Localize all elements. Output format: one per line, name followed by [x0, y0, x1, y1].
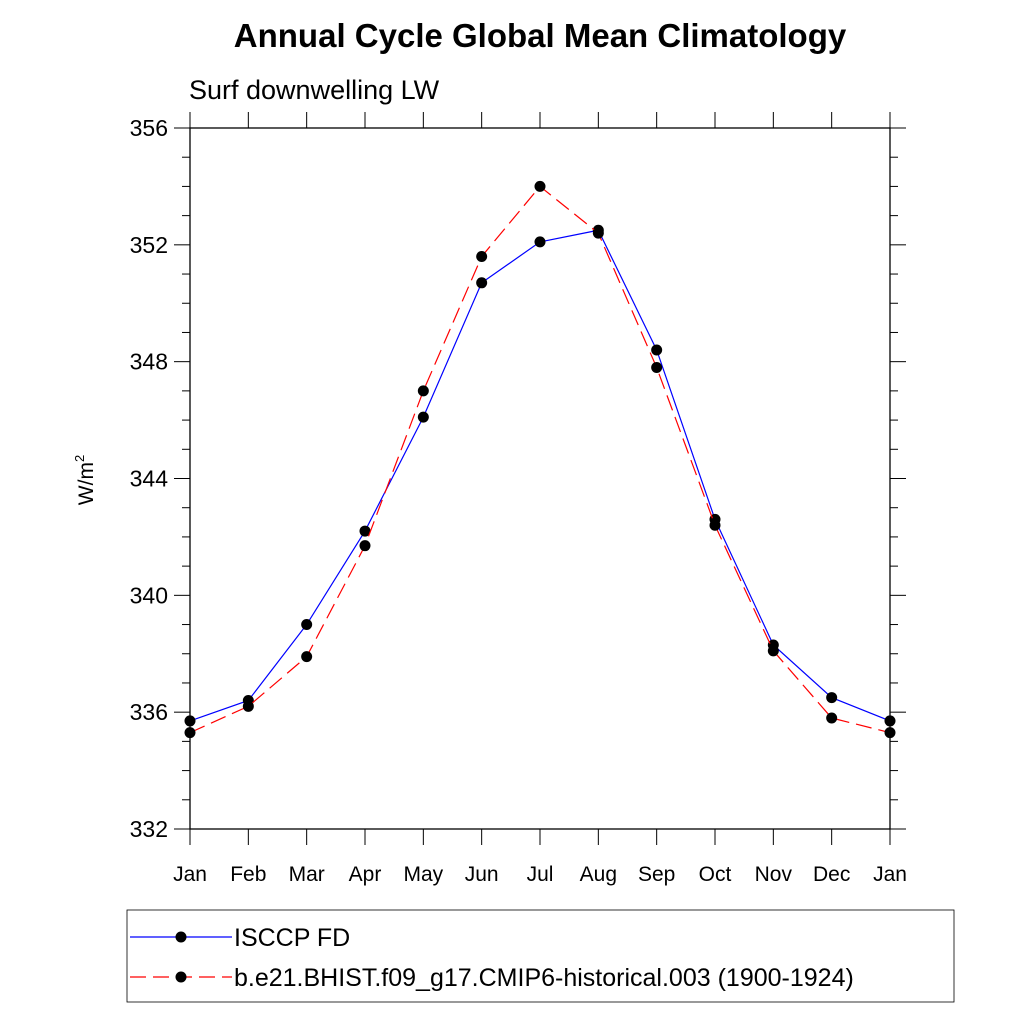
x-tick-label: Jan	[873, 863, 907, 886]
legend-label-1: ISCCP FD	[234, 924, 350, 952]
plot-axes: 332 336 340 344 348 352 356 Jan Feb Mar Apr May Jun J…	[130, 112, 907, 886]
x-tick-label: Apr	[349, 863, 382, 886]
y-tick-label: 356	[130, 115, 168, 141]
x-tick-label: May	[403, 863, 443, 886]
series-2-point	[359, 540, 371, 552]
series-line-2	[189, 185, 891, 734]
series-1-point	[417, 411, 429, 423]
x-tick-label: Aug	[580, 863, 617, 886]
series-2-point	[184, 727, 196, 739]
x-tick-label: Jan	[173, 863, 207, 886]
series-1-point	[184, 715, 196, 727]
chart-subtitle: Surf downwelling LW	[189, 75, 440, 105]
series-2-point	[826, 712, 838, 724]
series-1-point	[476, 277, 488, 289]
series-2-point	[592, 227, 604, 239]
y-axis-label: W/m2	[72, 455, 98, 505]
legend-marker-1	[175, 931, 187, 943]
series-1-point	[651, 344, 663, 356]
legend-label-2: b.e21.BHIST.f09_g17.CMIP6-historical.003…	[234, 964, 854, 992]
legend: ISCCP FD b.e21.BHIST.f09_g17.CMIP6-histor…	[126, 909, 955, 1003]
x-tick-label: Dec	[813, 863, 850, 886]
y-tick-label: 348	[130, 349, 168, 375]
x-tick-label: Jun	[465, 863, 499, 886]
x-tick-label: Sep	[638, 863, 675, 886]
y-axis-label-superscript: 2	[72, 455, 87, 462]
series-2-point	[767, 645, 779, 657]
legend-box	[126, 909, 955, 1003]
x-tick-label: Mar	[289, 863, 325, 886]
series-2-point	[709, 519, 721, 531]
series-line-1	[189, 229, 891, 722]
x-tick-label: Jul	[527, 863, 554, 886]
series-2-point	[242, 700, 254, 712]
series-1-point	[301, 619, 313, 631]
series-1-point	[826, 692, 838, 704]
series-2-point	[476, 251, 488, 263]
series-1-point	[359, 525, 371, 537]
y-tick-label: 332	[130, 816, 168, 842]
series-1-point	[534, 236, 546, 248]
series-2-point	[651, 362, 663, 374]
series-2-point	[884, 727, 896, 739]
svg-text:W/m2: W/m2	[72, 455, 98, 505]
x-tick-label: Oct	[699, 863, 732, 886]
legend-marker-2	[175, 971, 187, 983]
series-2-point	[417, 385, 429, 397]
y-tick-label: 340	[130, 582, 168, 608]
plot-series	[184, 180, 896, 739]
x-tick-label: Feb	[230, 863, 266, 886]
series-2-point	[534, 180, 546, 192]
chart-title: Annual Cycle Global Mean Climatology	[234, 17, 847, 54]
x-tick-label: Nov	[755, 863, 793, 886]
series-1-point	[884, 715, 896, 727]
y-axis-label-text: W/m	[75, 462, 98, 505]
plot-frame	[189, 127, 891, 830]
y-tick-label: 352	[130, 232, 168, 258]
series-2-point	[301, 651, 313, 663]
y-tick-label: 344	[130, 466, 169, 492]
y-tick-label: 336	[130, 699, 168, 725]
